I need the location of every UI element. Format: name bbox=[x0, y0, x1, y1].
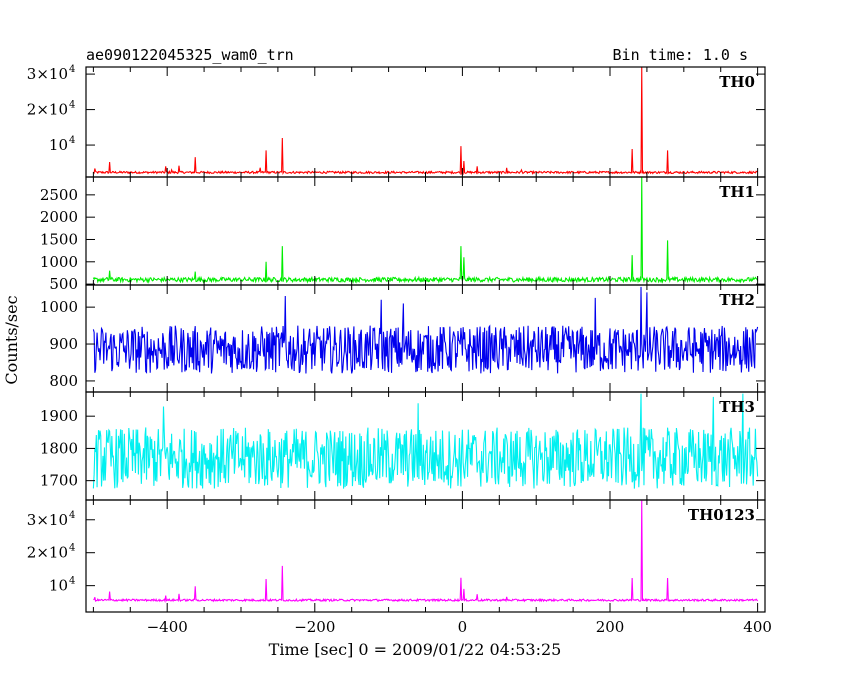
x-axis-label: Time [sec] 0 = 2009/01/22 04:53:25 bbox=[269, 640, 562, 659]
y-tick-label: 1000 bbox=[40, 298, 78, 316]
series-line-th0 bbox=[92, 66, 758, 176]
panel-th0123: 10 42×10 43×10 4 TH0123 bbox=[27, 499, 766, 613]
panel-frame bbox=[85, 66, 766, 178]
panel-th3: 1700 1800 1900 TH3 bbox=[40, 391, 766, 501]
x-tick-label: 400 bbox=[743, 618, 772, 636]
y-tick-exponent: 4 bbox=[69, 100, 75, 111]
y-tick-exponent: 4 bbox=[69, 543, 75, 554]
y-tick-label: 2500 bbox=[40, 186, 78, 204]
panel-frame bbox=[85, 499, 766, 613]
y-tick-label: 1800 bbox=[40, 439, 78, 457]
y-tick-exponent: 4 bbox=[69, 576, 75, 587]
y-tick-label: 10 bbox=[49, 136, 68, 154]
panel-label: TH0 bbox=[719, 73, 755, 91]
y-tick-exponent: 4 bbox=[69, 64, 75, 75]
y-tick-label: 800 bbox=[49, 372, 78, 390]
y-tick-label: 500 bbox=[49, 275, 78, 293]
panel-label: TH2 bbox=[719, 291, 755, 309]
y-tick-label: 2×10 bbox=[27, 101, 68, 119]
y-tick-label: 1500 bbox=[40, 230, 78, 248]
x-tick-label: −200 bbox=[294, 618, 335, 636]
panel-label: TH0123 bbox=[688, 506, 755, 524]
y-tick-label: 1900 bbox=[40, 407, 78, 425]
x-tick-label: 0 bbox=[458, 618, 468, 636]
series-line-th2 bbox=[92, 286, 759, 374]
y-tick-label: 900 bbox=[49, 335, 78, 353]
series-line-th1 bbox=[92, 176, 759, 284]
series-line-th0123 bbox=[93, 499, 759, 604]
panel-th1: 500 1000 1500 2000 2500 TH1 bbox=[40, 176, 766, 293]
panel-label: TH1 bbox=[719, 183, 755, 201]
y-tick-label: 3×10 bbox=[27, 65, 68, 83]
panel-th2: 800 900 1000 TH2 bbox=[40, 284, 766, 393]
header-right: Bin time: 1.0 s bbox=[613, 46, 748, 64]
y-tick-exponent: 4 bbox=[69, 135, 75, 146]
y-axis-label: Counts/sec bbox=[2, 295, 21, 384]
series-line-th3 bbox=[92, 393, 759, 489]
panel-label: TH3 bbox=[719, 398, 755, 416]
y-tick-label: 2×10 bbox=[27, 544, 68, 562]
y-tick-exponent: 4 bbox=[69, 510, 75, 521]
y-tick-label: 1700 bbox=[40, 472, 78, 490]
header-left: ae090122045325_wam0_trn bbox=[86, 46, 294, 64]
y-tick-label: 3×10 bbox=[27, 511, 68, 529]
y-tick-label: 10 bbox=[49, 577, 68, 595]
x-tick-label: −400 bbox=[147, 618, 188, 636]
y-tick-label: 1000 bbox=[40, 253, 78, 271]
y-tick-label: 2000 bbox=[40, 208, 78, 226]
x-tick-label: 200 bbox=[596, 618, 625, 636]
panel-frame bbox=[85, 176, 766, 286]
